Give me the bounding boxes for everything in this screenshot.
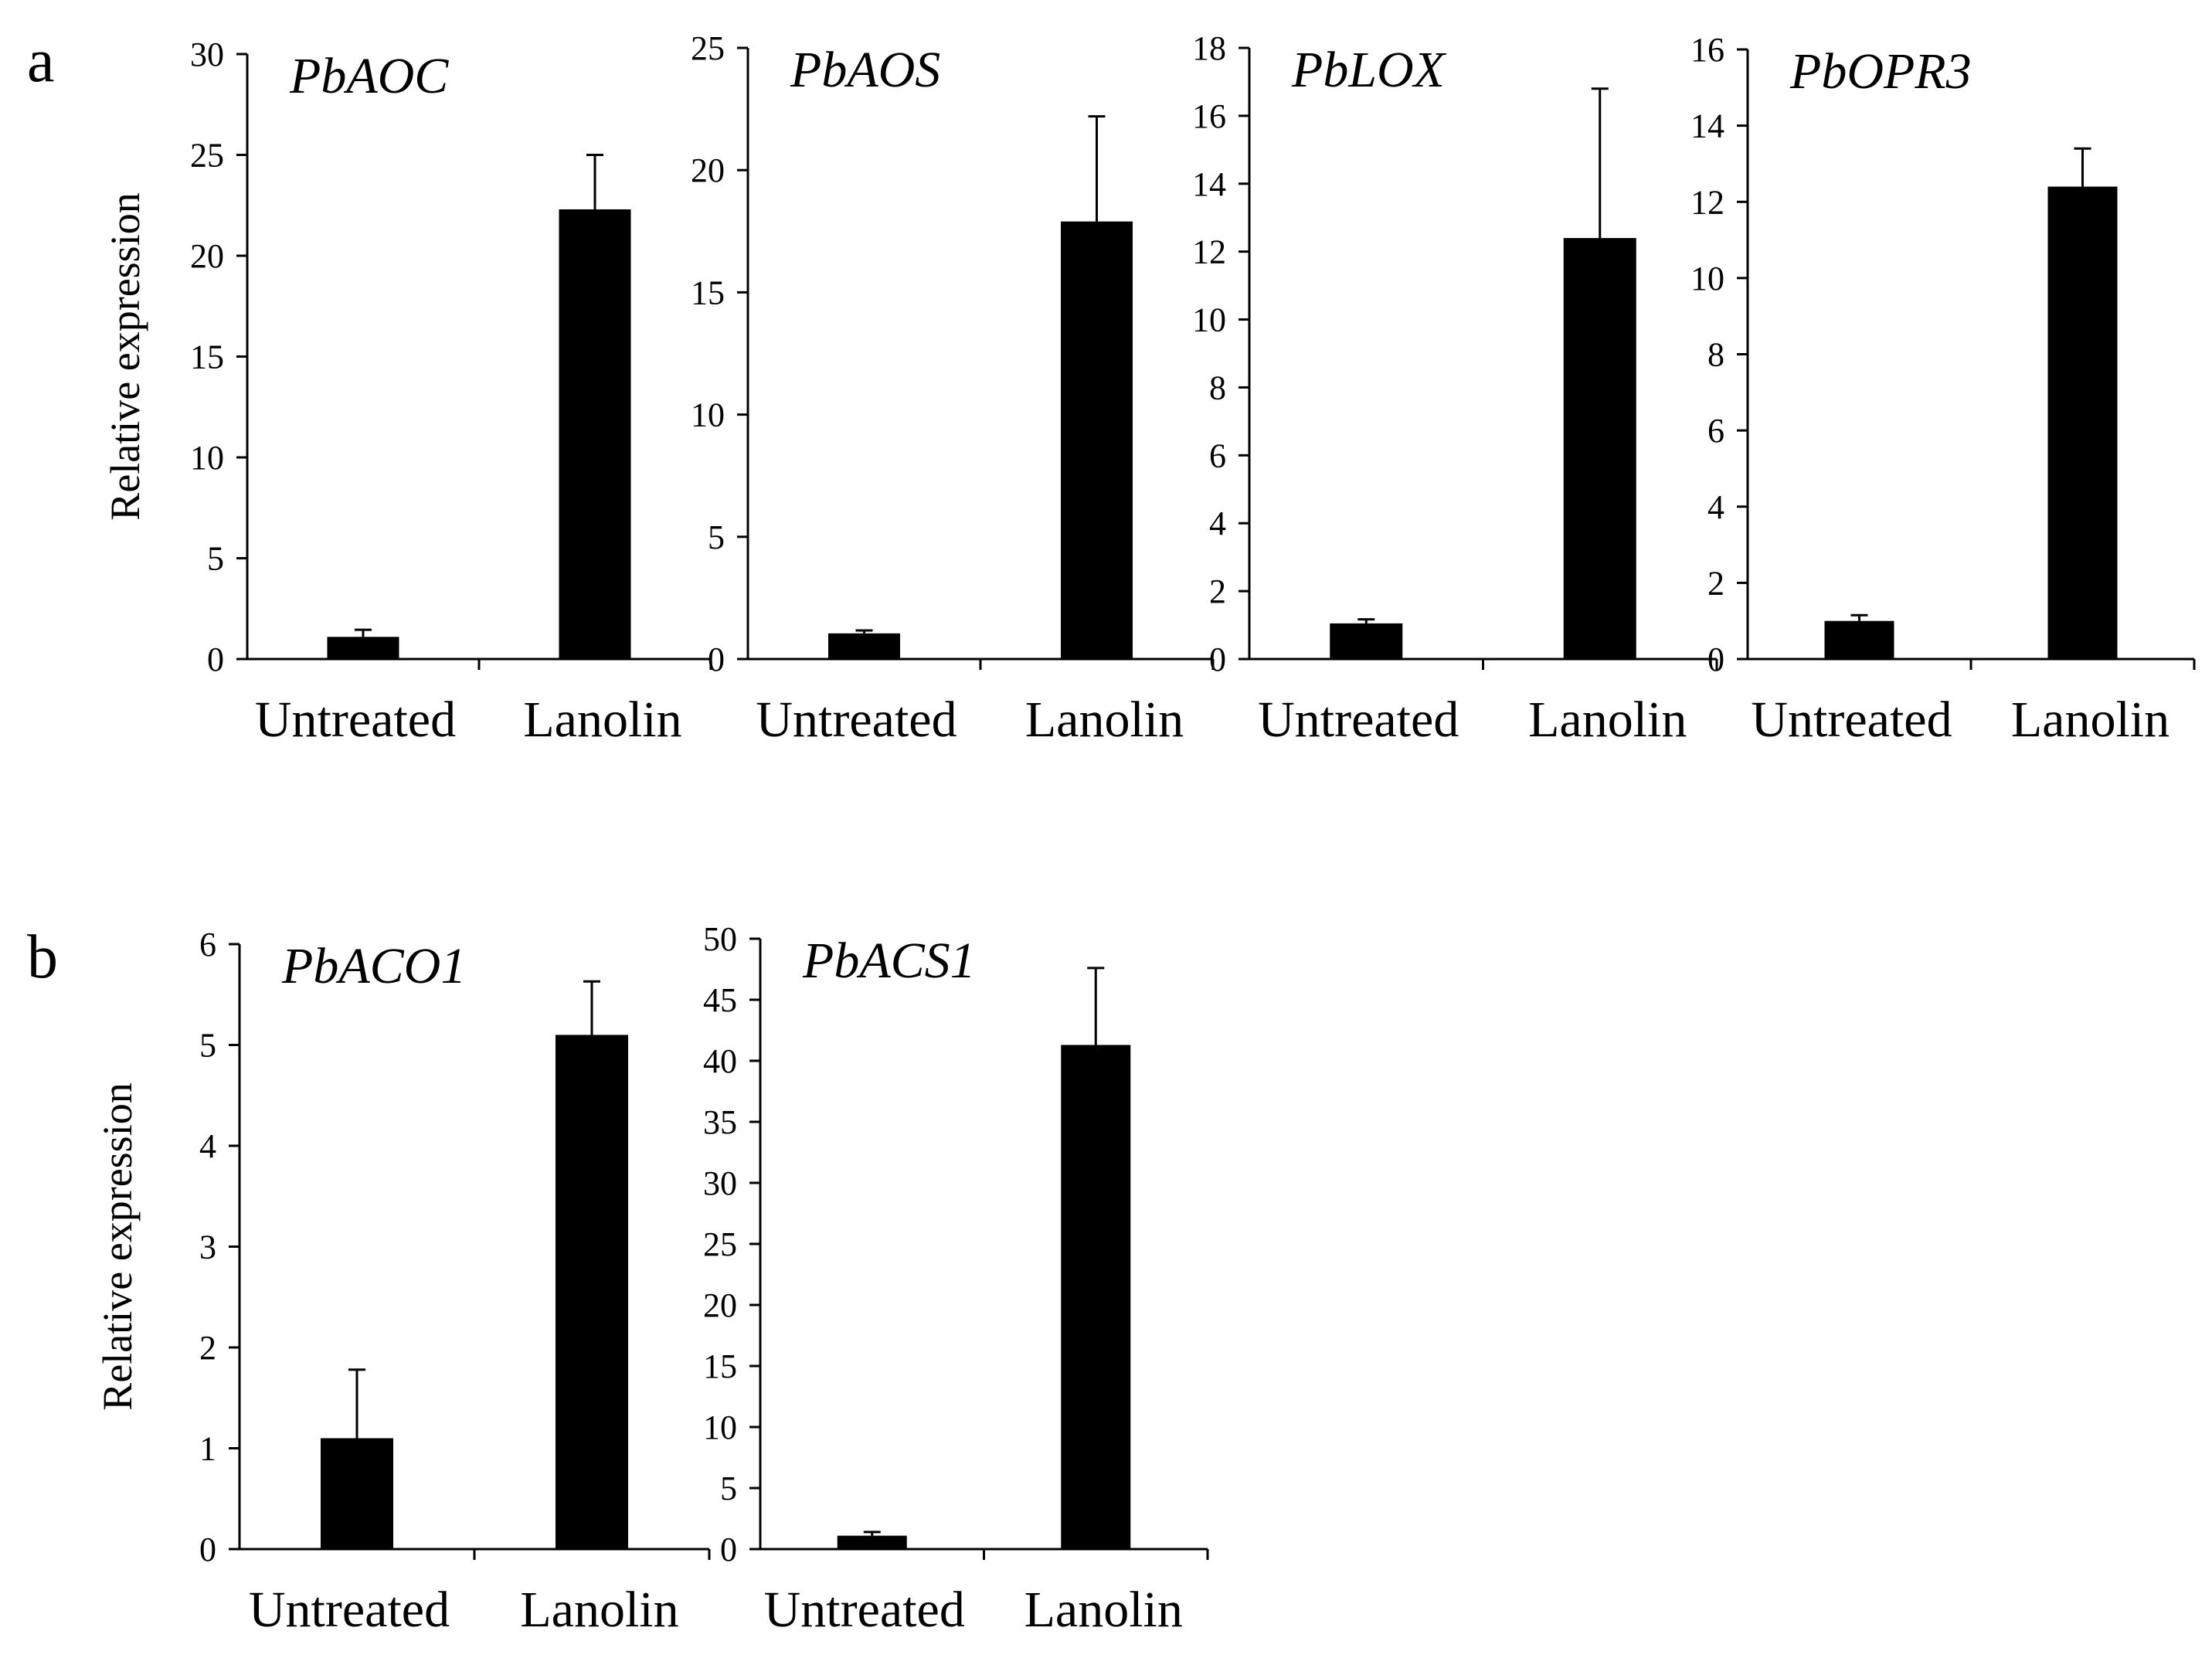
y-tick-label: 40: [703, 1042, 737, 1080]
category-label-untreated: Untreated: [1258, 691, 1459, 748]
y-axis-label: Relative expression: [102, 192, 148, 520]
y-tick-label: 30: [190, 36, 224, 73]
y-tick-label: 0: [708, 641, 725, 678]
y-tick-label: 30: [703, 1164, 737, 1202]
bar-lanolin: [2047, 186, 2118, 659]
bar-untreated: [1824, 620, 1894, 659]
y-tick-label: 0: [199, 1531, 216, 1568]
category-label-untreated: Untreated: [756, 691, 956, 748]
y-tick-label: 6: [1707, 412, 1724, 450]
y-tick-label: 20: [691, 151, 725, 189]
bar-untreated: [828, 633, 900, 659]
bar-untreated: [1330, 623, 1403, 659]
y-tick-label: 45: [703, 981, 737, 1019]
category-label-lanolin: Lanolin: [2011, 691, 2170, 748]
category-label-untreated: Untreated: [764, 1582, 965, 1638]
y-tick-label: 25: [190, 137, 224, 175]
bar-untreated: [321, 1438, 393, 1549]
y-tick-label: 25: [691, 29, 725, 67]
category-label-lanolin: Lanolin: [523, 691, 681, 748]
category-label-lanolin: Lanolin: [520, 1582, 678, 1638]
y-tick-label: 10: [190, 439, 224, 477]
y-tick-label: 14: [1192, 165, 1226, 203]
bar-lanolin: [1061, 1045, 1131, 1549]
y-tick-label: 15: [190, 338, 224, 376]
chart-title: PbAOC: [289, 48, 449, 104]
y-tick-label: 2: [1209, 573, 1226, 610]
category-label-untreated: Untreated: [1751, 691, 1952, 748]
y-tick-label: 1: [199, 1430, 216, 1468]
bar-lanolin: [1061, 221, 1133, 659]
category-label-untreated: Untreated: [249, 1582, 450, 1638]
chart-title: PbACS1: [802, 933, 976, 989]
bar-untreated: [327, 637, 399, 659]
chart-PbAOS: 0 5 10 15 20 25 Untreated Lanolin PbAOS: [691, 29, 1215, 748]
y-tick-label: 10: [1690, 260, 1724, 297]
category-label-lanolin: Lanolin: [1528, 691, 1687, 748]
category-label-untreated: Untreated: [255, 691, 456, 748]
bar-untreated: [837, 1535, 907, 1549]
chart-title: PbAOS: [790, 42, 940, 98]
y-tick-label: 10: [703, 1408, 737, 1446]
y-tick-label: 15: [691, 274, 725, 311]
y-tick-label: 6: [199, 926, 216, 963]
y-tick-label: 8: [1707, 336, 1724, 374]
y-tick-label: 14: [1690, 107, 1724, 145]
y-axis-label: Relative expression: [94, 1082, 141, 1410]
y-tick-label: 35: [703, 1103, 737, 1141]
y-tick-label: 4: [1707, 488, 1724, 526]
y-tick-label: 12: [1192, 233, 1226, 271]
chart-PbACS1: 0 5 10 15 20 25 30 35 40 45 50 Untreated Lanolin PbAC…: [703, 920, 1209, 1638]
chart-PbOPR3: 0 2 4 6 8 10 12 14 16 Untreated Lanolin PbOPR3: [1690, 31, 2196, 748]
y-tick-label: 10: [691, 396, 725, 434]
y-tick-label: 15: [703, 1347, 737, 1385]
category-label-lanolin: Lanolin: [1025, 691, 1184, 748]
chart-title: PbOPR3: [1789, 43, 1972, 100]
y-tick-label: 20: [190, 237, 224, 275]
chart-PbACO1: 0 1 2 3 4 5 6 Untreated Lanolin PbACO1 Relative ex…: [94, 926, 711, 1638]
y-tick-label: 3: [199, 1228, 216, 1266]
y-tick-label: 5: [199, 1027, 216, 1065]
y-tick-label: 0: [1209, 641, 1226, 678]
y-tick-label: 6: [1209, 437, 1226, 474]
y-tick-label: 50: [703, 920, 737, 958]
chart-title: PbLOX: [1291, 42, 1447, 98]
y-tick-label: 0: [1707, 641, 1724, 678]
panel-label-a: a: [27, 27, 55, 95]
bar-lanolin: [559, 209, 631, 660]
chart-PbLOX: 0 2 4 6 8 10 12 14 16 18 Untreated Lanolin PbLOX: [1192, 29, 1718, 748]
y-tick-label: 18: [1192, 29, 1226, 67]
panel-label-b: b: [27, 923, 58, 991]
y-tick-label: 0: [720, 1531, 737, 1568]
y-tick-label: 5: [207, 540, 224, 578]
y-tick-label: 16: [1690, 31, 1724, 69]
y-tick-label: 0: [207, 641, 224, 678]
y-tick-label: 5: [708, 518, 725, 556]
y-tick-label: 5: [720, 1470, 737, 1507]
y-tick-label: 20: [703, 1286, 737, 1324]
category-label-lanolin: Lanolin: [1024, 1582, 1183, 1638]
chart-title: PbACO1: [281, 938, 466, 994]
bar-lanolin: [556, 1035, 628, 1549]
y-tick-label: 8: [1209, 369, 1226, 406]
y-tick-label: 25: [703, 1225, 737, 1263]
y-tick-label: 12: [1690, 183, 1724, 221]
y-tick-label: 10: [1192, 301, 1226, 339]
y-tick-label: 16: [1192, 97, 1226, 135]
y-tick-label: 4: [1209, 505, 1226, 542]
y-tick-label: 2: [1707, 564, 1724, 602]
bar-lanolin: [1563, 238, 1636, 660]
chart-PbAOC: 0 5 10 15 20 25 30 Untreated Lanolin PbAOC Relativ…: [102, 36, 712, 748]
y-tick-label: 2: [199, 1329, 216, 1367]
y-tick-label: 4: [199, 1127, 216, 1165]
